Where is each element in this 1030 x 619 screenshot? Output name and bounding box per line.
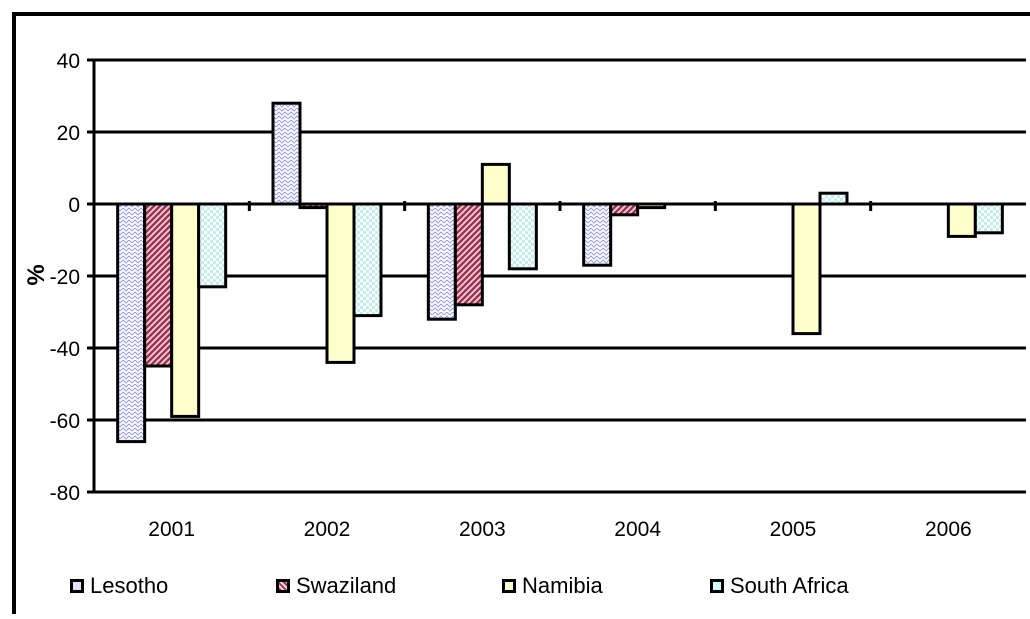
legend-label: Lesotho bbox=[90, 573, 169, 598]
legend-item-namibia: Namibia bbox=[502, 573, 603, 599]
bars bbox=[116, 101, 1004, 444]
bar-south-africa-2006 bbox=[973, 202, 1004, 235]
legend-swatch bbox=[70, 579, 84, 593]
y-tick-label: -60 bbox=[50, 410, 80, 433]
bar-south-africa-2005 bbox=[818, 191, 849, 206]
y-tick-label: 0 bbox=[68, 194, 80, 217]
x-tick-label: 2002 bbox=[304, 518, 351, 541]
bar-namibia-2002 bbox=[325, 202, 356, 364]
legend-item-lesotho: Lesotho bbox=[70, 573, 168, 599]
legend-label: South Africa bbox=[730, 573, 849, 598]
legend-item-swaziland: Swaziland bbox=[276, 573, 396, 599]
legend-label: Namibia bbox=[522, 573, 603, 598]
bar-namibia-2001 bbox=[170, 202, 201, 418]
x-tick-label: 2003 bbox=[459, 518, 506, 541]
y-tick-label: -40 bbox=[50, 338, 80, 361]
x-tick-label: 2004 bbox=[614, 518, 661, 541]
x-tick-label: 2006 bbox=[925, 518, 972, 541]
y-axis-label: % bbox=[23, 264, 50, 285]
x-tick-label: 2005 bbox=[770, 518, 817, 541]
axes: 40 20 0 -20 -40 -60 -80 2001 2002 2003 2004 2005 200… bbox=[50, 50, 972, 541]
bar-lesotho-2001 bbox=[116, 202, 147, 444]
y-tick-label: -20 bbox=[50, 266, 80, 289]
legend-swatch bbox=[710, 579, 724, 593]
bar-swaziland-2004 bbox=[609, 202, 640, 217]
bar-south-africa-2002 bbox=[352, 202, 383, 318]
legend-swatch bbox=[502, 579, 516, 593]
bar-lesotho-2004 bbox=[582, 202, 613, 267]
bar-swaziland-2003 bbox=[453, 202, 484, 307]
bar-south-africa-2001 bbox=[197, 202, 228, 289]
legend-swatch bbox=[276, 579, 290, 593]
bar-south-africa-2003 bbox=[507, 202, 538, 271]
legend-item-south-africa: South Africa bbox=[710, 573, 849, 599]
bar-lesotho-2003 bbox=[426, 202, 457, 321]
legend-label: Swaziland bbox=[296, 573, 397, 598]
bar-swaziland-2002 bbox=[298, 202, 329, 210]
y-tick-label: 40 bbox=[57, 50, 80, 73]
bar-swaziland-2001 bbox=[143, 202, 174, 368]
y-tick-label: 20 bbox=[57, 122, 80, 145]
x-tick-label: 2001 bbox=[148, 518, 195, 541]
bar-namibia-2006 bbox=[946, 202, 977, 238]
bar-namibia-2003 bbox=[480, 162, 511, 206]
legend: Lesotho Swaziland Namibia South Africa bbox=[70, 573, 1020, 603]
bar-namibia-2005 bbox=[791, 202, 822, 336]
chart-border bbox=[12, 12, 1030, 619]
y-tick-label: -80 bbox=[50, 482, 80, 505]
gridlines bbox=[94, 58, 1026, 494]
bar-namibia-2004 bbox=[636, 202, 667, 210]
bar-lesotho-2002 bbox=[271, 101, 302, 206]
